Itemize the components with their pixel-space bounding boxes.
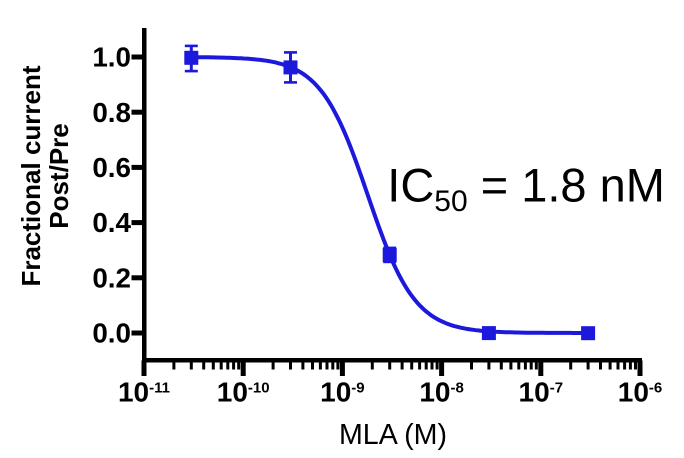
svg-text:0.2: 0.2	[92, 262, 131, 293]
svg-text:1.0: 1.0	[92, 42, 131, 73]
svg-text:0.6: 0.6	[92, 152, 131, 183]
svg-text:Fractional current: Fractional current	[16, 65, 46, 286]
svg-text:IC50 = 1.8 nM: IC50 = 1.8 nM	[387, 159, 665, 219]
svg-text:MLA (M): MLA (M)	[339, 419, 447, 451]
svg-text:0.0: 0.0	[92, 318, 131, 349]
svg-text:Post/Pre: Post/Pre	[44, 123, 74, 229]
svg-text:0.8: 0.8	[92, 97, 131, 128]
svg-text:0.4: 0.4	[92, 207, 131, 238]
